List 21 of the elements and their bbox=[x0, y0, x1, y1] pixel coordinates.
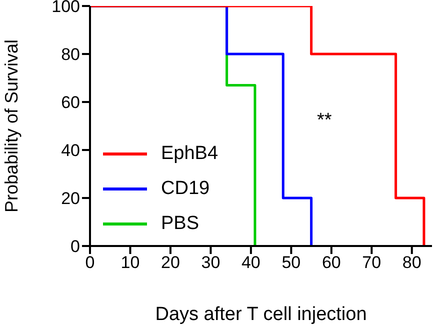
x-axis-title: Days after T cell injection bbox=[155, 304, 367, 325]
x-tick-label: 30 bbox=[201, 253, 220, 272]
x-tick-label: 50 bbox=[282, 253, 301, 272]
y-tick-label: 100 bbox=[52, 0, 80, 16]
x-tick-label: 40 bbox=[241, 253, 260, 272]
legend-label: EphB4 bbox=[161, 143, 218, 165]
legend-label: PBS bbox=[161, 213, 200, 235]
x-tick-label: 70 bbox=[362, 253, 382, 272]
y-tick-label: 40 bbox=[61, 141, 80, 160]
x-tick-label: 0 bbox=[85, 253, 95, 272]
y-tick-label: 80 bbox=[61, 45, 80, 64]
x-tick-label: 10 bbox=[120, 253, 140, 272]
legend-label: CD19 bbox=[161, 178, 210, 200]
y-tick-label: 20 bbox=[61, 189, 80, 208]
x-tick-label: 20 bbox=[161, 253, 180, 272]
x-tick-label: 60 bbox=[322, 253, 341, 272]
y-tick-label: 0 bbox=[70, 237, 80, 256]
y-tick-label: 60 bbox=[61, 93, 80, 112]
x-tick-label: 80 bbox=[402, 253, 422, 272]
annotation: ** bbox=[317, 110, 332, 132]
y-axis-title: Probability of Survival bbox=[2, 39, 22, 213]
